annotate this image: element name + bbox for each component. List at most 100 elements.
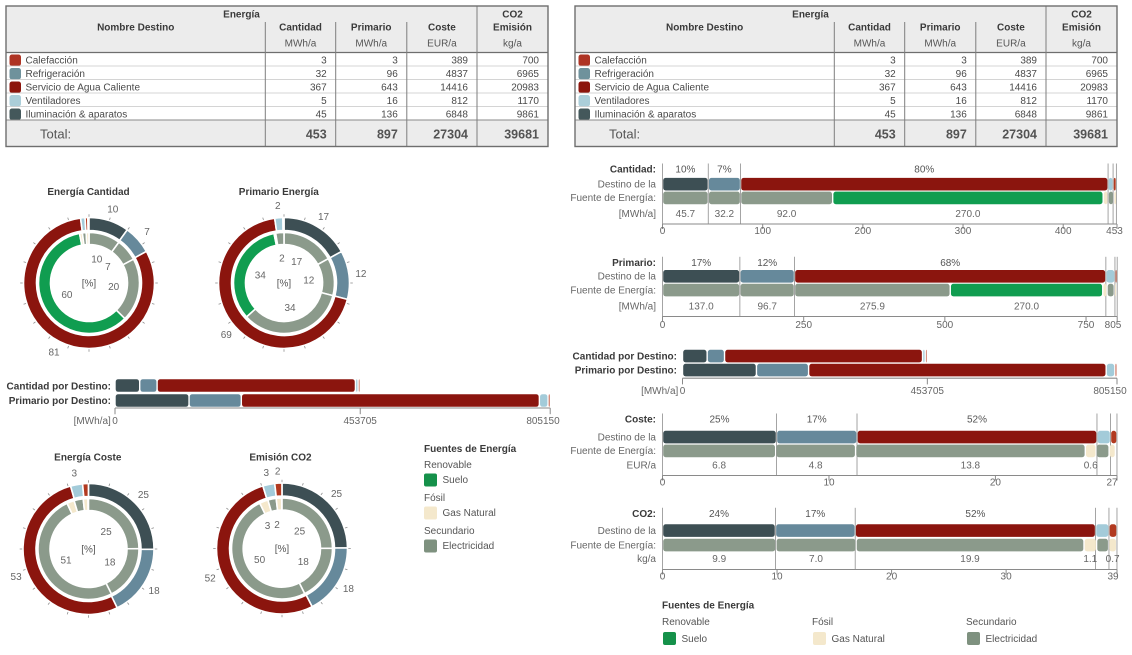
svg-text:[MWh/a]: [MWh/a] <box>641 386 678 397</box>
svg-text:96: 96 <box>956 69 968 80</box>
svg-text:Calefacción: Calefacción <box>26 56 78 67</box>
svg-text:Emisión: Emisión <box>1062 23 1101 34</box>
svg-text:51: 51 <box>60 556 72 567</box>
svg-text:750: 750 <box>1078 320 1095 331</box>
svg-text:45: 45 <box>316 110 328 121</box>
svg-text:0: 0 <box>660 478 666 489</box>
svg-text:9.9: 9.9 <box>712 554 726 565</box>
svg-text:92.0: 92.0 <box>777 209 797 220</box>
svg-text:1170: 1170 <box>517 96 539 107</box>
svg-text:250: 250 <box>795 320 812 331</box>
svg-text:275.9: 275.9 <box>860 301 885 312</box>
svg-text:Total:: Total: <box>609 127 640 142</box>
svg-text:Fuente de Energía:: Fuente de Energía: <box>570 446 656 457</box>
svg-text:389: 389 <box>1020 56 1037 67</box>
svg-text:25: 25 <box>101 527 113 538</box>
svg-text:453: 453 <box>875 128 896 142</box>
svg-text:400: 400 <box>1055 226 1072 237</box>
svg-text:Primario por Destino:: Primario por Destino: <box>575 366 677 377</box>
svg-text:7%: 7% <box>717 165 732 176</box>
svg-text:270.0: 270.0 <box>955 209 980 220</box>
svg-text:20: 20 <box>108 282 120 293</box>
svg-text:[%]: [%] <box>81 545 96 556</box>
svg-text:kg/a: kg/a <box>503 39 522 50</box>
svg-text:27: 27 <box>1106 478 1118 489</box>
svg-text:367: 367 <box>879 83 896 94</box>
svg-text:Primario: Primario <box>920 23 961 34</box>
svg-text:18: 18 <box>149 586 161 597</box>
svg-text:17: 17 <box>291 257 303 268</box>
svg-text:Refrigeración: Refrigeración <box>595 69 654 80</box>
svg-text:16: 16 <box>387 96 399 107</box>
svg-text:4837: 4837 <box>446 69 469 80</box>
svg-text:7: 7 <box>144 227 150 238</box>
svg-text:136: 136 <box>381 110 398 121</box>
svg-text:Fósil: Fósil <box>424 493 445 504</box>
svg-text:32: 32 <box>885 69 897 80</box>
svg-text:18: 18 <box>298 557 310 568</box>
svg-text:96: 96 <box>387 69 399 80</box>
svg-text:CO2:: CO2: <box>632 509 656 520</box>
svg-text:897: 897 <box>946 128 967 142</box>
svg-text:6.8: 6.8 <box>712 461 726 472</box>
svg-text:0: 0 <box>112 416 118 427</box>
svg-text:897: 897 <box>377 128 398 142</box>
svg-text:0: 0 <box>660 572 666 583</box>
svg-text:34: 34 <box>255 271 267 282</box>
svg-text:367: 367 <box>310 83 327 94</box>
svg-text:0: 0 <box>660 320 666 331</box>
svg-text:Suelo: Suelo <box>443 475 469 486</box>
svg-text:[%]: [%] <box>277 279 292 290</box>
svg-text:Fuentes de Energía: Fuentes de Energía <box>662 601 755 612</box>
svg-text:25: 25 <box>138 490 150 501</box>
svg-text:MWh/a: MWh/a <box>924 39 956 50</box>
svg-text:Emisión: Emisión <box>493 23 532 34</box>
svg-text:Cantidad por Destino:: Cantidad por Destino: <box>7 382 111 393</box>
svg-text:20983: 20983 <box>1080 83 1108 94</box>
svg-text:EUR/a: EUR/a <box>996 39 1026 50</box>
svg-text:Fuente de Energía:: Fuente de Energía: <box>570 540 656 551</box>
svg-text:Coste: Coste <box>997 23 1025 34</box>
svg-text:14416: 14416 <box>440 83 468 94</box>
svg-text:25%: 25% <box>709 415 729 426</box>
svg-text:Secundario: Secundario <box>966 617 1017 628</box>
svg-text:53: 53 <box>11 572 23 583</box>
svg-text:2: 2 <box>275 201 281 212</box>
svg-text:Refrigeración: Refrigeración <box>26 69 85 80</box>
svg-text:Destino de la: Destino de la <box>598 526 657 537</box>
svg-text:CO2: CO2 <box>1071 10 1092 21</box>
svg-text:Ventiladores: Ventiladores <box>26 96 81 107</box>
svg-text:Fuente de Energía:: Fuente de Energía: <box>570 285 656 296</box>
svg-text:Nombre Destino: Nombre Destino <box>666 23 743 34</box>
svg-text:3: 3 <box>961 56 967 67</box>
svg-text:Calefacción: Calefacción <box>595 56 647 67</box>
svg-text:0: 0 <box>660 226 666 237</box>
svg-text:68%: 68% <box>940 258 960 269</box>
svg-text:0.6: 0.6 <box>1084 461 1098 472</box>
svg-text:700: 700 <box>522 56 539 67</box>
svg-text:812: 812 <box>451 96 468 107</box>
svg-text:453705: 453705 <box>344 416 378 427</box>
svg-text:Destino de la: Destino de la <box>598 432 657 443</box>
svg-text:389: 389 <box>451 56 468 67</box>
svg-text:45: 45 <box>885 110 897 121</box>
svg-text:69: 69 <box>221 330 233 341</box>
svg-text:6848: 6848 <box>1015 110 1038 121</box>
svg-text:MWh/a: MWh/a <box>355 39 387 50</box>
svg-text:[%]: [%] <box>82 279 97 290</box>
svg-text:Destino de la: Destino de la <box>598 272 657 283</box>
svg-text:10: 10 <box>107 205 119 216</box>
svg-text:[MWh/a]: [MWh/a] <box>619 209 656 220</box>
svg-text:136: 136 <box>950 110 967 121</box>
svg-text:Coste:: Coste: <box>625 415 656 426</box>
svg-text:10: 10 <box>91 255 103 266</box>
svg-text:39: 39 <box>1107 572 1119 583</box>
svg-text:27304: 27304 <box>1002 128 1037 142</box>
svg-text:805150: 805150 <box>1093 386 1127 397</box>
svg-text:10: 10 <box>823 478 835 489</box>
svg-text:Energía Cantidad: Energía Cantidad <box>47 187 129 198</box>
svg-text:17%: 17% <box>807 415 827 426</box>
svg-text:805: 805 <box>1105 320 1122 331</box>
svg-text:Nombre Destino: Nombre Destino <box>97 23 174 34</box>
svg-text:EUR/a: EUR/a <box>627 461 657 472</box>
